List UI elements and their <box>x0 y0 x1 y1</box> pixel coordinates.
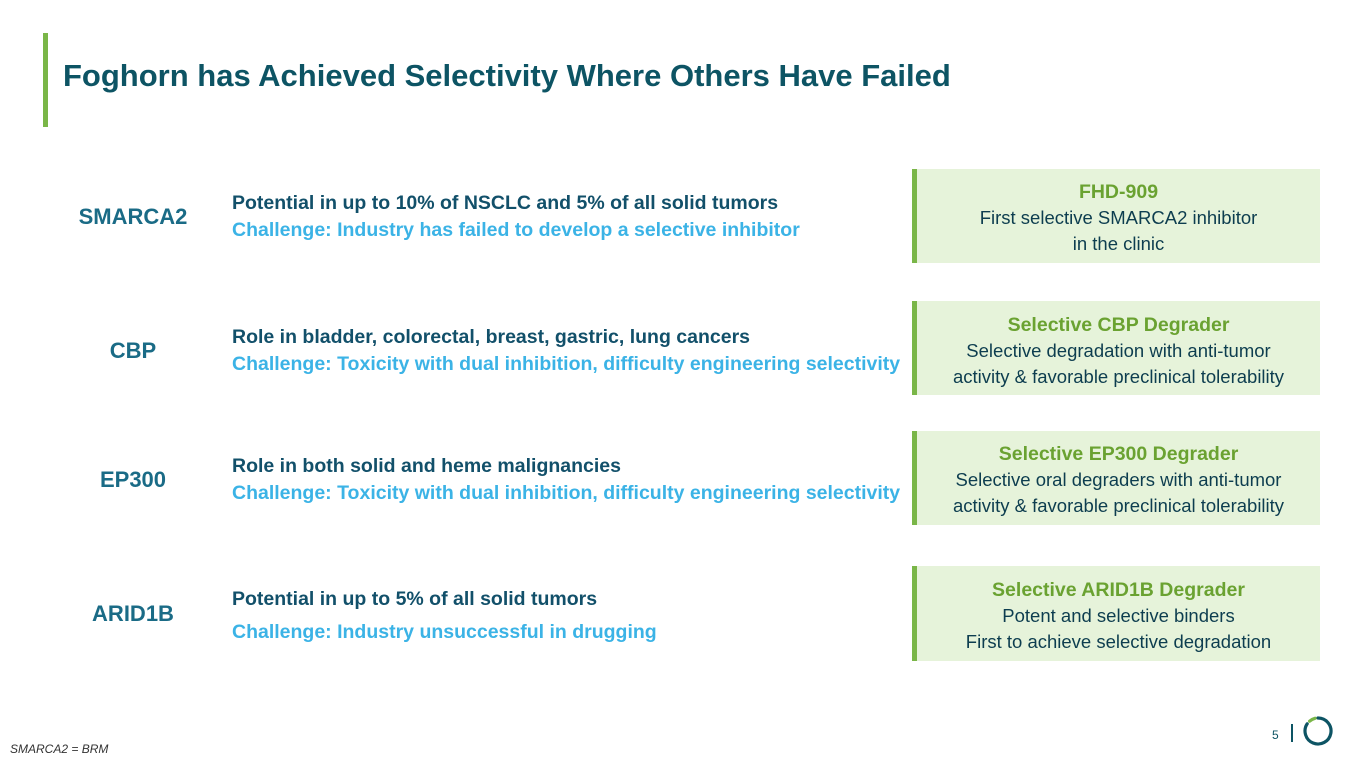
target-cbp: CBP <box>109 338 157 363</box>
box-title: Selective CBP Degrader <box>1007 314 1230 336</box>
potential-text: Role in bladder, colorectal, breast, gas… <box>232 326 751 348</box>
row-description-smarca2: Potential in up to 10% of NSCLC and 5% o… <box>232 190 902 244</box>
challenge-text: Challenge: Toxicity with dual inhibition… <box>232 482 901 504</box>
box-line: First to achieve selective degradation <box>965 631 1272 652</box>
title-accent-bar <box>43 33 48 127</box>
box-line: Selective degradation with anti-tumor <box>966 340 1271 361</box>
page-title: Foghorn has Achieved Selectivity Where O… <box>63 58 951 93</box>
box-title: Selective ARID1B Degrader <box>992 579 1245 601</box>
row-description-ep300: Role in both solid and heme malignancies… <box>232 453 902 507</box>
solution-box-ep300: Selective EP300 Degrader Selective oral … <box>912 431 1320 525</box>
solution-box-smarca2: FHD-909 First selective SMARCA2 inhibito… <box>912 169 1320 263</box>
target-ep300: EP300 <box>99 467 167 492</box>
potential-text: Potential in up to 5% of all solid tumor… <box>232 588 598 610</box>
box-line: Potent and selective binders <box>1002 605 1235 626</box>
challenge-text: Challenge: Industry has failed to develo… <box>232 219 800 241</box>
target-arid1b: ARID1B <box>92 601 174 626</box>
potential-text: Potential in up to 10% of NSCLC and 5% o… <box>232 192 779 214</box>
row-description-cbp: Role in bladder, colorectal, breast, gas… <box>232 324 902 378</box>
challenge-text: Challenge: Toxicity with dual inhibition… <box>232 353 901 375</box>
challenge-text: Challenge: Industry unsuccessful in drug… <box>232 621 657 643</box>
box-line: activity & favorable preclinical tolerab… <box>952 366 1285 387</box>
box-line: First selective SMARCA2 inhibitor <box>979 207 1258 228</box>
box-line: activity & favorable preclinical tolerab… <box>952 495 1285 516</box>
solution-box-cbp: Selective CBP Degrader Selective degrada… <box>912 301 1320 395</box>
target-smarca2: SMARCA2 <box>78 204 188 229</box>
footer-divider <box>1291 724 1293 742</box>
foghorn-ring-logo-icon <box>1303 716 1333 746</box>
box-title: FHD-909 <box>1078 181 1159 203</box>
footnote: SMARCA2 = BRM <box>10 742 109 756</box>
box-line: in the clinic <box>1072 233 1165 254</box>
box-line: Selective oral degraders with anti-tumor <box>955 469 1282 490</box>
solution-box-arid1b: Selective ARID1B Degrader Potent and sel… <box>912 566 1320 661</box>
page-number: 5 <box>1272 728 1279 742</box>
potential-text: Role in both solid and heme malignancies <box>232 455 621 477</box>
row-description-arid1b: Potential in up to 5% of all solid tumor… <box>232 586 902 646</box>
box-title: Selective EP300 Degrader <box>998 443 1239 465</box>
